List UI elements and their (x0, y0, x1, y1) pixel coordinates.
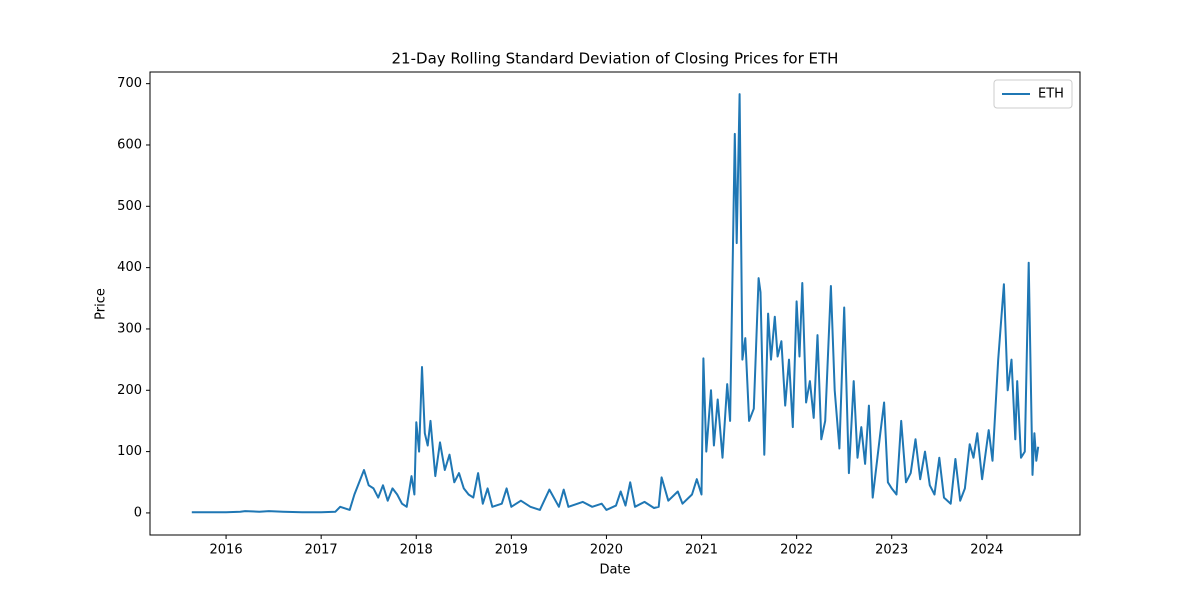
x-tick-label: 2021 (685, 543, 718, 558)
x-tick-label: 2018 (400, 543, 433, 558)
y-tick-label: 100 (117, 444, 142, 459)
y-tick-label: 300 (117, 321, 142, 336)
legend-label: ETH (1038, 87, 1064, 102)
chart-title: 21-Day Rolling Standard Deviation of Clo… (392, 50, 839, 68)
line (191, 93, 1040, 514)
y-tick-label: 400 (117, 260, 142, 275)
plot-frame (149, 71, 1081, 536)
legend-box (993, 79, 1073, 109)
y-axis-label: Price (94, 288, 109, 320)
y-tick-label: 0 (134, 505, 142, 520)
x-tick-label: 2022 (780, 543, 813, 558)
y-tick-label: 500 (117, 199, 142, 214)
x-axis-label: Date (599, 563, 630, 578)
x-tick-label: 2019 (495, 543, 528, 558)
x-tick-label: 2024 (970, 543, 1003, 558)
y-tick-label: 700 (117, 76, 142, 91)
x-tick-label: 2023 (875, 543, 908, 558)
y-tick-label: 200 (117, 383, 142, 398)
y-tick-label: 600 (117, 137, 142, 152)
x-tick-label: 2017 (305, 543, 338, 558)
x-tick-label: 2020 (590, 543, 623, 558)
x-tick-label: 2016 (210, 543, 243, 558)
